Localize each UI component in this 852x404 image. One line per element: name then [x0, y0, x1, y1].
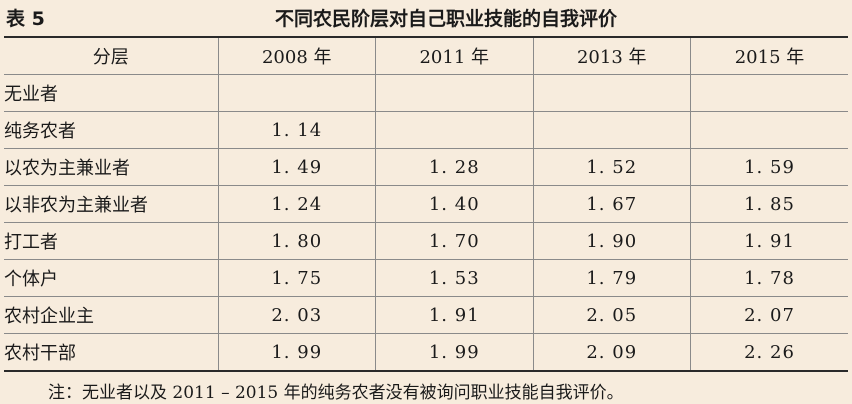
row-label: 纯务农者 — [4, 111, 219, 149]
table-title: 不同农民阶层对自己职业技能的自我评价 — [274, 8, 617, 30]
value-cell: 1. 52 — [532, 148, 691, 186]
value-cell — [690, 74, 848, 112]
row-label: 以非农为主兼业者 — [4, 185, 219, 223]
row-label: 打工者 — [4, 222, 219, 260]
value-cell: 1. 24 — [217, 185, 376, 223]
value-cell: 1. 79 — [532, 259, 691, 297]
value-cell: 2. 09 — [532, 333, 691, 371]
value-cell: 2. 26 — [690, 333, 848, 371]
table-row: 农村企业主 2. 03 1. 91 2. 05 2. 07 — [4, 296, 848, 334]
value-cell: 1. 85 — [690, 185, 848, 223]
table-caption: 表 5 不同农民阶层对自己职业技能的自我评价 — [0, 0, 852, 34]
value-cell: 1. 70 — [375, 222, 534, 260]
value-cell: 1. 99 — [217, 333, 376, 371]
value-cell — [690, 111, 848, 149]
value-cell: 2. 05 — [532, 296, 691, 334]
row-label: 个体户 — [4, 259, 219, 297]
table-footnote: 注：无业者以及 2011 – 2015 年的纯务农者没有被询问职业技能自我评价。 — [48, 383, 624, 403]
row-label: 无业者 — [4, 74, 219, 112]
table-row: 以非农为主兼业者 1. 24 1. 40 1. 67 1. 85 — [4, 185, 848, 223]
row-label: 农村企业主 — [4, 296, 219, 334]
value-cell: 1. 91 — [690, 222, 848, 260]
header-cell: 2013 年 — [532, 37, 691, 75]
row-label: 以农为主兼业者 — [4, 148, 219, 186]
table-row: 无业者 — [4, 74, 848, 112]
value-cell: 1. 59 — [690, 148, 848, 186]
data-table: 分层 2008 年 2011 年 2013 年 2015 年 无业者 纯务农者 … — [4, 36, 848, 372]
value-cell: 1. 80 — [217, 222, 376, 260]
value-cell: 1. 90 — [532, 222, 691, 260]
value-cell: 1. 53 — [375, 259, 534, 297]
value-cell: 1. 28 — [375, 148, 534, 186]
header-cell: 分层 — [4, 37, 219, 75]
value-cell: 1. 14 — [217, 111, 376, 149]
table-row: 农村干部 1. 99 1. 99 2. 09 2. 26 — [4, 333, 848, 371]
table-row: 打工者 1. 80 1. 70 1. 90 1. 91 — [4, 222, 848, 260]
header-cell: 2015 年 — [690, 37, 848, 75]
table-number: 表 5 — [6, 8, 45, 30]
value-cell: 1. 40 — [375, 185, 534, 223]
table-row: 个体户 1. 75 1. 53 1. 79 1. 78 — [4, 259, 848, 297]
row-label: 农村干部 — [4, 333, 219, 371]
value-cell — [375, 74, 534, 112]
value-cell: 1. 67 — [532, 185, 691, 223]
header-cell: 2008 年 — [217, 37, 376, 75]
header-cell: 2011 年 — [375, 37, 534, 75]
value-cell: 1. 78 — [690, 259, 848, 297]
value-cell — [375, 111, 534, 149]
value-cell — [532, 111, 691, 149]
value-cell: 2. 03 — [217, 296, 376, 334]
table-row: 以农为主兼业者 1. 49 1. 28 1. 52 1. 59 — [4, 148, 848, 186]
value-cell: 1. 91 — [375, 296, 534, 334]
value-cell: 1. 99 — [375, 333, 534, 371]
value-cell — [532, 74, 691, 112]
value-cell: 2. 07 — [690, 296, 848, 334]
value-cell: 1. 75 — [217, 259, 376, 297]
header-row: 分层 2008 年 2011 年 2013 年 2015 年 — [4, 37, 848, 75]
value-cell — [217, 74, 376, 112]
table-row: 纯务农者 1. 14 — [4, 111, 848, 149]
value-cell: 1. 49 — [217, 148, 376, 186]
